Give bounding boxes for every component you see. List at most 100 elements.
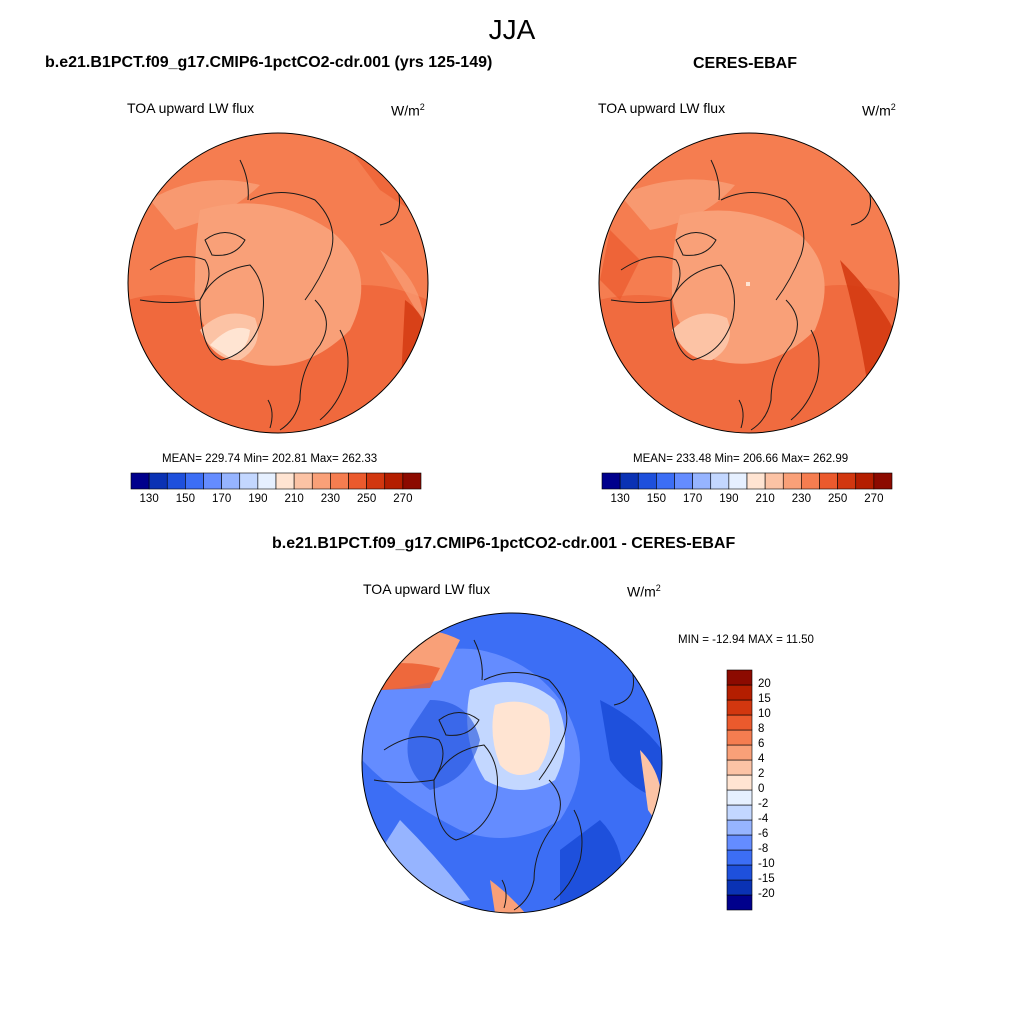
colorbar-tick-label: 190 (248, 493, 268, 505)
colorbar-box (782, 472, 802, 490)
colorbar-tick-label: 170 (683, 493, 703, 505)
colorbar-box (837, 472, 857, 490)
diff-polar-map (362, 613, 662, 913)
colorbar-box (402, 472, 422, 490)
colorbar-box (674, 472, 693, 490)
colorbar-box (601, 472, 621, 490)
colorbar-box (166, 472, 186, 490)
colorbar-box (148, 472, 168, 490)
colorbar-box (637, 472, 657, 490)
colorbar-box (726, 894, 753, 911)
colorbar-box (726, 699, 753, 716)
colorbar-box (819, 472, 838, 490)
obs-units-label: W/m2 (862, 102, 896, 119)
obs-colorbar (601, 472, 893, 490)
diff-colorbar (726, 669, 753, 911)
colorbar-tick-label: 4 (758, 753, 765, 765)
colorbar-tick-label: -10 (758, 858, 775, 870)
colorbar-box (726, 684, 753, 701)
obs-variable-label: TOA upward LW flux (598, 100, 726, 116)
colorbar-box (726, 864, 753, 881)
model-stats: MEAN= 229.74 Min= 202.81 Max= 262.33 (162, 453, 378, 465)
colorbar-box (203, 472, 222, 490)
diff-stats: MIN = -12.94 MAX = 11.50 (678, 634, 814, 646)
model-colorbar (130, 472, 422, 490)
colorbar-box (726, 744, 753, 761)
colorbar-box (656, 472, 675, 490)
colorbar-box (726, 759, 753, 776)
colorbar-box (726, 849, 753, 866)
colorbar-tick-label: -8 (758, 843, 769, 855)
colorbar-tick-label: 250 (357, 493, 377, 505)
colorbar-box (873, 472, 893, 490)
colorbar-box (726, 789, 753, 806)
colorbar-box (801, 472, 820, 490)
colorbar-box (726, 834, 753, 851)
colorbar-box (855, 472, 875, 490)
colorbar-tick-label: 250 (828, 493, 848, 505)
colorbar-box (726, 729, 753, 746)
colorbar-box (726, 714, 753, 731)
colorbar-tick-label: 0 (758, 783, 765, 795)
colorbar-tick-label: 230 (320, 493, 340, 505)
diff-variable-label: TOA upward LW flux (363, 581, 491, 597)
colorbar-box (384, 472, 404, 490)
colorbar-tick-label: -6 (758, 828, 769, 840)
colorbar-box (366, 472, 386, 490)
model-panel-title: b.e21.B1PCT.f09_g17.CMIP6-1pctCO2-cdr.00… (45, 54, 493, 71)
model-variable-label: TOA upward LW flux (127, 100, 255, 116)
colorbar-tick-label: 130 (139, 493, 159, 505)
colorbar-box (311, 472, 331, 490)
colorbar-tick-label: 210 (284, 493, 304, 505)
diff-units-label: W/m2 (627, 583, 661, 600)
obs-coastlines (610, 139, 871, 431)
obs-polar-map (599, 133, 899, 433)
colorbar-box (185, 472, 204, 490)
colorbar-box (348, 472, 367, 490)
colorbar-tick-label: -15 (758, 873, 775, 885)
colorbar-box (275, 472, 295, 490)
colorbar-tick-label: 6 (758, 738, 765, 750)
colorbar-box (764, 472, 784, 490)
colorbar-tick-label: 10 (758, 708, 771, 720)
colorbar-tick-label: -20 (758, 888, 775, 900)
colorbar-tick-label: 150 (646, 493, 666, 505)
colorbar-box (726, 879, 753, 896)
colorbar-box (710, 472, 730, 490)
colorbar-box (293, 472, 313, 490)
model-polar-map (128, 133, 428, 433)
colorbar-tick-label: 2 (758, 768, 765, 780)
colorbar-box (726, 804, 753, 821)
colorbar-tick-label: 15 (758, 693, 771, 705)
colorbar-tick-label: 150 (175, 493, 195, 505)
colorbar-tick-label: 8 (758, 723, 765, 735)
obs-panel-title: CERES-EBAF (693, 55, 798, 72)
colorbar-tick-label: 270 (393, 493, 413, 505)
colorbar-box (692, 472, 712, 490)
colorbar-tick-label: 130 (610, 493, 630, 505)
season-title: JJA (488, 14, 536, 45)
colorbar-tick-label: 20 (758, 678, 771, 690)
colorbar-box (619, 472, 639, 490)
colorbar-box (239, 472, 259, 490)
colorbar-box (330, 472, 349, 490)
colorbar-tick-label: 210 (755, 493, 775, 505)
colorbar-box (726, 669, 753, 686)
colorbar-box (726, 774, 753, 791)
colorbar-box (130, 472, 150, 490)
colorbar-box (746, 472, 766, 490)
colorbar-tick-label: -4 (758, 813, 769, 825)
colorbar-tick-label: 270 (864, 493, 884, 505)
colorbar-tick-label: 170 (212, 493, 232, 505)
colorbar-box (221, 472, 241, 490)
colorbar-tick-label: 230 (791, 493, 811, 505)
colorbar-box (726, 819, 753, 836)
obs-stats: MEAN= 233.48 Min= 206.66 Max= 262.99 (633, 453, 849, 465)
colorbar-box (257, 472, 277, 490)
colorbar-tick-label: -2 (758, 798, 769, 810)
diff-panel-title: b.e21.B1PCT.f09_g17.CMIP6-1pctCO2-cdr.00… (272, 535, 736, 552)
colorbar-tick-label: 190 (719, 493, 739, 505)
colorbar-box (728, 472, 748, 490)
model-units-label: W/m2 (391, 102, 425, 119)
